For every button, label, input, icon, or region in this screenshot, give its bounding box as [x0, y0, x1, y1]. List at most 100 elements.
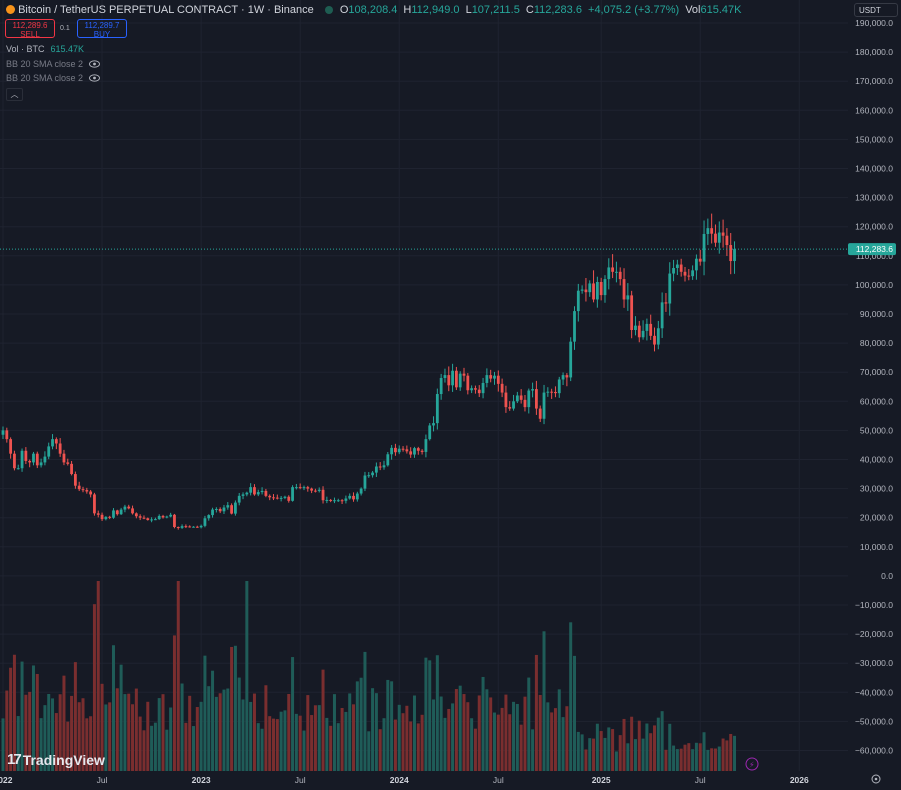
candle-body: [157, 515, 161, 520]
volume-bar: [310, 715, 314, 771]
volume-bar: [508, 714, 512, 771]
volume-bar: [287, 693, 291, 771]
volume-indicator-legend[interactable]: Vol · BTC 615.47K: [6, 44, 84, 54]
volume-bar: [687, 743, 691, 771]
candle-body: [348, 495, 352, 499]
candle-body: [675, 264, 679, 269]
volume-bar: [561, 717, 565, 771]
bb-indicator-legend-1[interactable]: BB 20 SMA close 2: [6, 59, 100, 69]
low-label: L: [465, 4, 472, 16]
candle-body: [260, 490, 264, 493]
volume-bar: [73, 662, 77, 771]
candle-body: [291, 487, 294, 501]
buy-button[interactable]: 112,289.7 BUY: [77, 19, 127, 39]
candle-body: [329, 499, 333, 501]
candle-body: [428, 425, 432, 440]
candle-body: [538, 408, 542, 419]
eye-icon[interactable]: [89, 74, 100, 82]
candle-body: [519, 395, 523, 400]
candle-body: [531, 389, 534, 391]
volume-bar: [123, 694, 127, 771]
candle-body: [725, 235, 729, 246]
volume-bar: [527, 677, 531, 771]
collapse-legend-button[interactable]: ︿: [6, 88, 23, 101]
candle-body: [66, 462, 70, 464]
volume-bar: [28, 691, 32, 771]
bb-indicator-legend-2[interactable]: BB 20 SMA close 2: [6, 73, 100, 83]
volume-bar: [96, 581, 100, 771]
volume-bar: [108, 702, 112, 771]
price-tick-label: 190,000.0: [855, 18, 893, 28]
candle-body: [443, 375, 447, 379]
symbol-title[interactable]: Bitcoin / TetherUS PERPETUAL CONTRACT · …: [18, 4, 314, 16]
volume-bar: [584, 749, 588, 771]
volume-bar: [211, 670, 215, 771]
volume-bar: [641, 738, 645, 771]
volume-bar: [58, 694, 62, 771]
high-value: 112,949.0: [411, 4, 460, 16]
candle-body: [687, 275, 691, 277]
volume-bar: [565, 706, 569, 771]
settings-icon[interactable]: [871, 774, 881, 784]
candle-body: [611, 267, 614, 272]
volume-bar: [374, 693, 378, 771]
change-value: +4,075.2 (+3.77%): [588, 4, 680, 16]
volume-bar: [165, 729, 169, 771]
candle-body: [733, 249, 736, 262]
candle-body: [58, 443, 62, 454]
volume-bar: [256, 723, 260, 771]
candle-body: [645, 323, 649, 331]
candle-body: [173, 514, 176, 528]
candle-body: [451, 370, 454, 386]
candle-body: [355, 493, 359, 500]
open-value: 108,208.4: [348, 4, 398, 16]
candle-body: [569, 341, 573, 378]
candle-body: [39, 462, 43, 466]
eye-icon[interactable]: [89, 60, 100, 68]
last-price-tag: 112,283.6: [848, 243, 896, 256]
candle-body: [435, 394, 439, 424]
candle-body: [394, 447, 397, 453]
volume-bar: [515, 703, 519, 771]
time-axis: 2022 Jul 2023 Jul 2024 Jul 2025 Jul 2026: [0, 775, 809, 785]
volume-bar: [104, 704, 108, 771]
volume-bars: [1, 581, 737, 771]
tradingview-logo[interactable]: 17 TradingView: [7, 751, 105, 768]
volume-bar: [599, 731, 603, 771]
price-tick-label: 70,000.0: [860, 367, 893, 377]
candle-body: [672, 268, 675, 274]
candle-body: [275, 497, 279, 499]
candle-body: [165, 516, 169, 518]
volume-bar: [378, 729, 382, 771]
volume-bar: [573, 655, 576, 771]
volume-bar: [306, 695, 310, 771]
candle-body: [256, 492, 260, 495]
spread-value: 0.1: [60, 25, 70, 32]
candle-body: [131, 508, 134, 514]
currency-selector[interactable]: USDT: [854, 3, 898, 17]
candle-body: [454, 370, 458, 388]
lightning-icon[interactable]: ⚡: [745, 757, 759, 771]
time-tick-label: 2024: [390, 775, 409, 785]
candle-body: [656, 328, 660, 345]
candle-body: [161, 515, 165, 518]
volume-bar: [626, 743, 630, 771]
volume-bar: [260, 728, 264, 771]
candle-body: [527, 390, 531, 408]
volume-bar: [637, 720, 641, 771]
volume-bar: [447, 708, 451, 771]
volume-indicator-value: 615.47K: [50, 44, 85, 54]
price-tick-label: 100,000.0: [855, 280, 893, 290]
volume-bar: [35, 673, 39, 771]
volume-bar: [332, 694, 336, 771]
volume-bar: [363, 651, 367, 771]
price-tick-label: 160,000.0: [855, 105, 893, 115]
candle-body: [717, 232, 721, 243]
candle-body: [321, 489, 325, 501]
chevron-up-icon: ︿: [10, 90, 19, 99]
candle-body: [115, 510, 119, 515]
volume-bar: [54, 713, 58, 771]
sell-button[interactable]: 112,289.6 SELL: [5, 19, 55, 39]
candle-body: [100, 514, 104, 520]
